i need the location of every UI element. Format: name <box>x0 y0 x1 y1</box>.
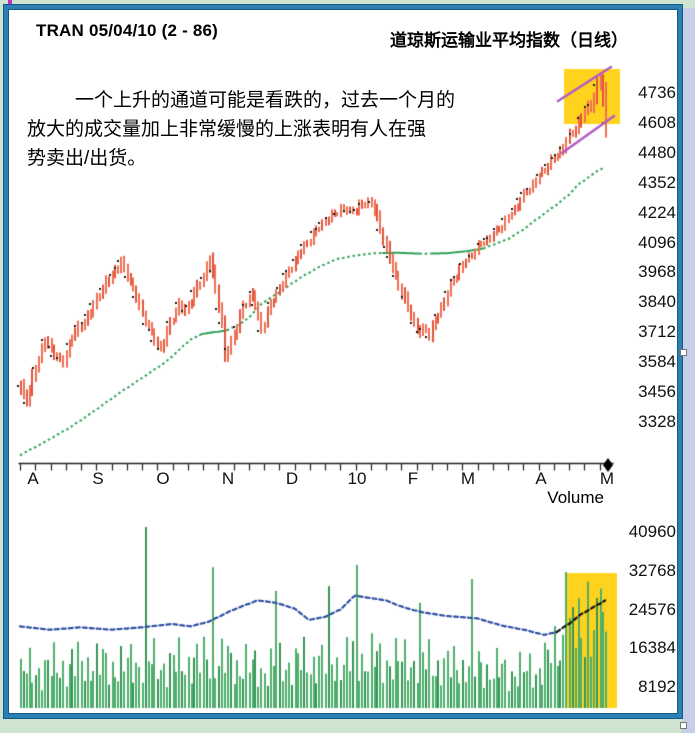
volume-section-label: Volume <box>547 488 604 507</box>
month-label: F <box>407 469 419 488</box>
volume-axis-label: 32768 <box>628 561 676 580</box>
price-axis-label: 4096 <box>638 233 676 252</box>
volume-axis-label: 16384 <box>628 638 676 657</box>
month-label: M <box>460 469 476 488</box>
price-axis-label: 4352 <box>638 173 676 192</box>
month-label: A <box>27 469 39 488</box>
volume-axis-label: 8192 <box>638 677 676 696</box>
price-axis-label: 3456 <box>638 382 676 401</box>
chart-title: TRAN 05/04/10 (2 - 86) <box>36 21 219 40</box>
annotation-line: 放大的成交量加上非常缓慢的上涨表明有人在强 <box>27 119 427 140</box>
annotation-line: 一个上升的通道可能是看跌的，过去一个月的 <box>75 90 456 111</box>
price-axis-label: 3968 <box>638 262 676 281</box>
price-axis-label: 4224 <box>638 203 676 222</box>
chart-subtitle-chinese: 道琼斯运输业平均指数（日线） <box>390 31 628 50</box>
month-label: 10 <box>347 469 367 488</box>
price-axis-label: 4736 <box>638 83 676 102</box>
resize-handle-right[interactable] <box>680 349 687 356</box>
price-axis-label: 3712 <box>638 322 676 341</box>
annotation-line: 势卖出/出货。 <box>27 148 147 169</box>
volume-axis-label: 24576 <box>628 600 676 619</box>
volume-axis-label: 40960 <box>628 522 676 541</box>
price-axis-label: 3840 <box>638 292 676 311</box>
month-label: O <box>156 469 170 488</box>
month-label: N <box>221 469 235 488</box>
month-label: D <box>285 469 299 488</box>
price-axis-label: 3328 <box>638 412 676 431</box>
price-axis-label: 4480 <box>638 143 676 162</box>
month-label: S <box>92 469 104 488</box>
resize-handle-bottom-right[interactable] <box>680 722 687 729</box>
price-axis-label: 3584 <box>638 352 676 371</box>
month-label: A <box>535 469 547 488</box>
annotation-text: 一个上升的通道可能是看跌的，过去一个月的 放大的成交量加上非常缓慢的上涨表明有人… <box>27 86 572 173</box>
month-label: M <box>599 469 615 488</box>
price-axis-label: 4608 <box>638 113 676 132</box>
